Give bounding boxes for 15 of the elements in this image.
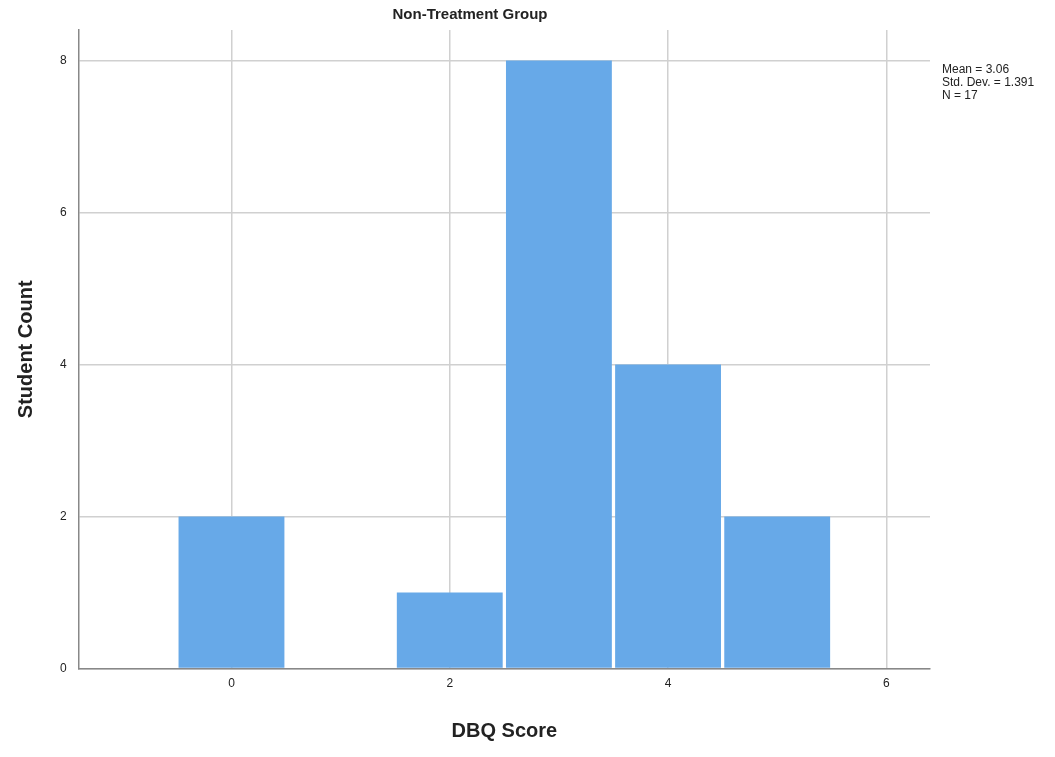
y-tick-label: 6 xyxy=(59,204,67,219)
x-tick-label: 6 xyxy=(883,676,890,691)
x-tick-label: 2 xyxy=(446,676,454,691)
y-tick-label: 0 xyxy=(59,660,67,675)
x-tick-label: 0 xyxy=(228,676,236,691)
y-tick-label: 8 xyxy=(59,52,67,67)
text: Mean = 3.06 xyxy=(942,62,1010,77)
x-tick-label: 4 xyxy=(664,676,672,691)
text: Std. Dev. = 1.391 xyxy=(942,75,1035,90)
y-tick-label: 2 xyxy=(59,508,67,523)
x-axis-title: DBQ Score xyxy=(451,718,558,741)
chart-title: Non-Treatment Group xyxy=(392,5,548,23)
y-tick-label: 4 xyxy=(59,356,67,371)
y-axis-title: Student Count xyxy=(13,280,36,419)
text: N = 17 xyxy=(942,88,979,103)
